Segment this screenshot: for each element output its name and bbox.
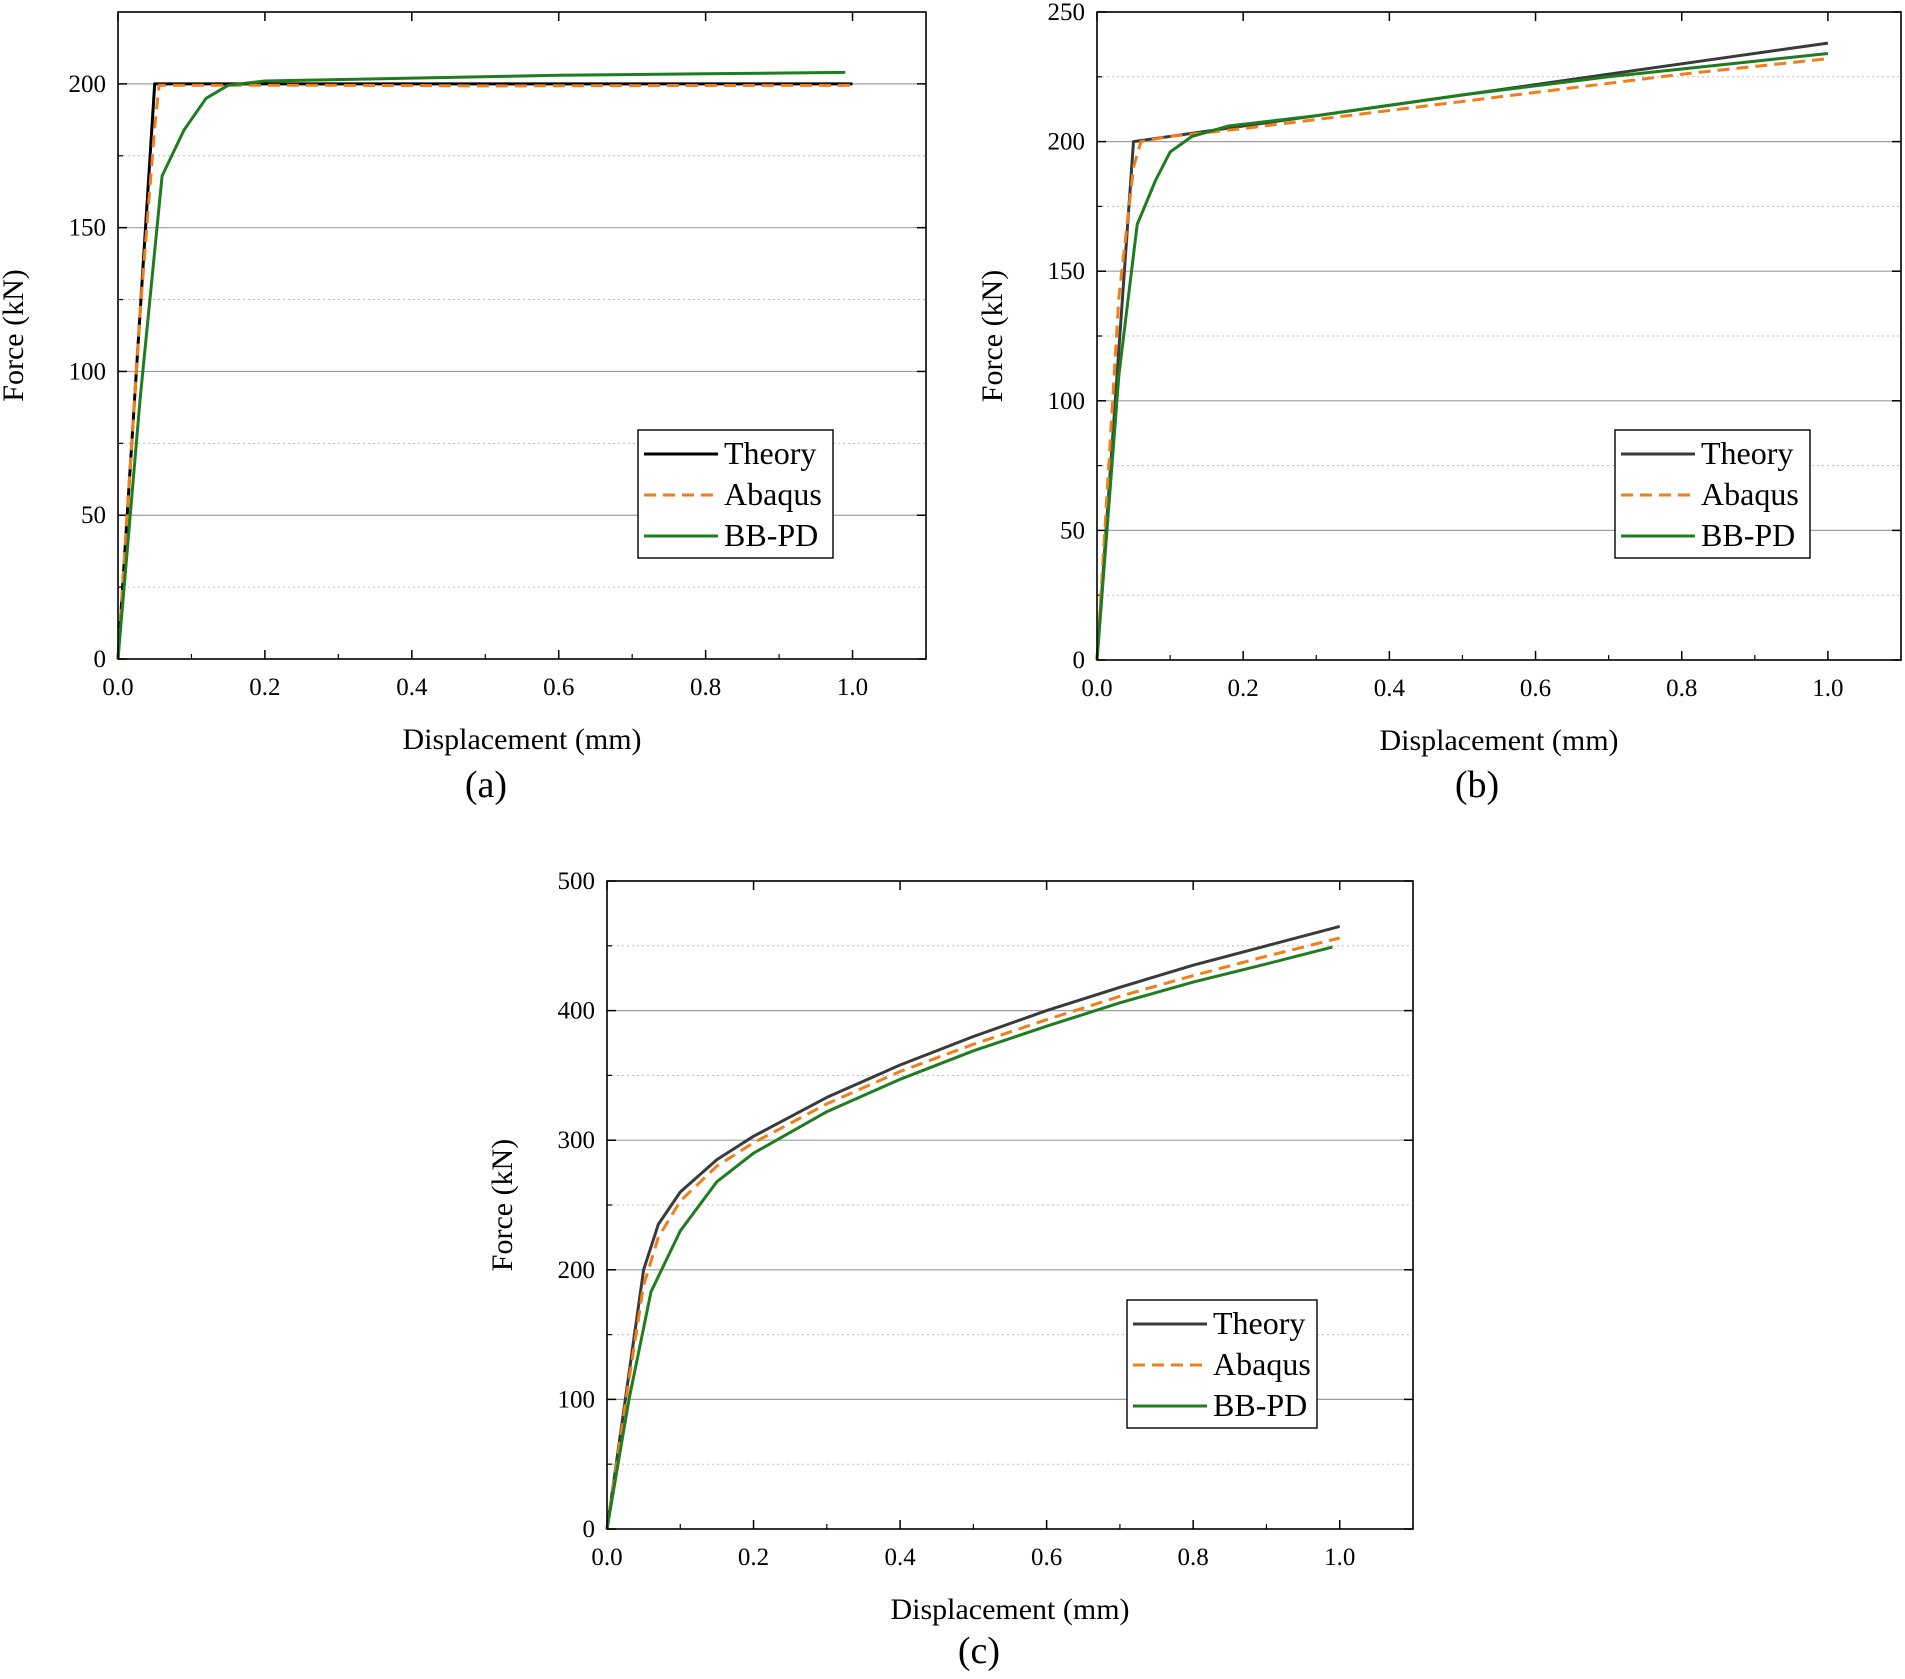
x-axis-label: Displacement (mm): [1379, 724, 1618, 757]
x-tick-label: 0.0: [591, 1544, 622, 1571]
legend: Theory Abaqus BB-PD: [637, 429, 834, 559]
x-tick-label: 0.4: [884, 1544, 916, 1571]
x-tick-label: 0.6: [543, 674, 574, 701]
y-tick-label: 150: [69, 215, 107, 242]
y-tick-label: 100: [1048, 388, 1086, 415]
y-tick-label: 100: [69, 358, 107, 385]
x-tick-label: 0.2: [1228, 675, 1259, 702]
legend-label-theory: Theory: [1213, 1305, 1305, 1341]
plot-frame: [1096, 11, 1902, 661]
x-tick-label: 0.4: [1374, 675, 1406, 702]
x-tick-label: 0.8: [1666, 675, 1697, 702]
y-tick-label: 0: [583, 1516, 596, 1543]
y-tick-label: 300: [558, 1127, 596, 1154]
y-tick-label: 50: [81, 502, 106, 529]
y-tick-label: 200: [558, 1257, 596, 1284]
x-tick-label: 0.6: [1520, 675, 1551, 702]
y-tick-label: 0: [94, 646, 107, 673]
chart-panel-b: 0 50 100 150 200 250 0.0 0.2 0.4 0.6 0.8 1.0 Displac…: [976, 0, 1902, 806]
x-tick-label: 0.6: [1031, 1544, 1062, 1571]
chart-panel-c: 0 100 200 300 400 500 0.0 0.2 0.4 0.6 0.8 1.0 Displa…: [486, 868, 1414, 1672]
x-tick-label: 0.0: [1081, 675, 1112, 702]
y-tick-label: 500: [558, 868, 596, 895]
y-axis-label: Force (kN): [976, 270, 1009, 402]
panel-caption: (c): [958, 1630, 1000, 1672]
x-tick-label: 1.0: [1812, 675, 1843, 702]
y-tick-label: 400: [558, 998, 596, 1025]
legend-label-theory: Theory: [1701, 435, 1793, 471]
y-tick-label: 0: [1073, 647, 1086, 674]
panel-caption: (b): [1455, 764, 1499, 806]
legend-label-bb-pd: BB-PD: [724, 517, 818, 553]
legend-label-bb-pd: BB-PD: [1213, 1387, 1307, 1423]
plot-frame: [117, 11, 927, 660]
x-tick-label: 0.8: [1178, 1544, 1209, 1571]
legend-label-theory: Theory: [724, 435, 816, 471]
chart-panel-a: 0 50 100 150 200 0.0 0.2 0.4 0.6 0.8 1.0 Displaceme…: [0, 11, 927, 806]
y-tick-label: 200: [1048, 129, 1086, 156]
legend: Theory Abaqus BB-PD: [1614, 429, 1811, 559]
x-tick-label: 0.8: [690, 674, 721, 701]
series-line-bb-pd: [605, 945, 1333, 1530]
y-tick-label: 100: [558, 1386, 596, 1413]
y-tick-label: 200: [69, 71, 107, 98]
legend-label-abaqus: Abaqus: [724, 476, 822, 512]
series-line-abaqus: [605, 936, 1341, 1530]
y-axis-label: Force (kN): [0, 269, 30, 401]
y-tick-label: 250: [1048, 0, 1086, 26]
series-line-theory: [605, 924, 1341, 1530]
legend-label-bb-pd: BB-PD: [1701, 517, 1795, 553]
x-tick-label: 0.2: [249, 674, 280, 701]
series-line-abaqus: [1095, 57, 1829, 661]
series-line-abaqus: [116, 83, 853, 660]
panel-caption: (a): [465, 764, 507, 806]
y-tick-label: 50: [1060, 517, 1085, 544]
x-tick-label: 0.2: [738, 1544, 769, 1571]
series-line-bb-pd: [1095, 52, 1829, 661]
legend-label-abaqus: Abaqus: [1701, 476, 1799, 512]
x-axis-label: Displacement (mm): [890, 1593, 1129, 1626]
x-tick-label: 1.0: [837, 674, 868, 701]
y-tick-label: 150: [1048, 258, 1086, 285]
x-tick-label: 0.4: [396, 674, 428, 701]
legend-label-abaqus: Abaqus: [1213, 1346, 1311, 1382]
x-tick-label: 0.0: [102, 674, 133, 701]
legend: Theory Abaqus BB-PD: [1126, 1299, 1318, 1429]
y-axis-label: Force (kN): [486, 1139, 519, 1271]
x-axis-label: Displacement (mm): [402, 723, 641, 756]
series-line-bb-pd: [116, 70, 846, 660]
series-line-theory: [1095, 41, 1829, 661]
x-tick-label: 1.0: [1324, 1544, 1355, 1571]
plot-frame: [606, 880, 1414, 1530]
